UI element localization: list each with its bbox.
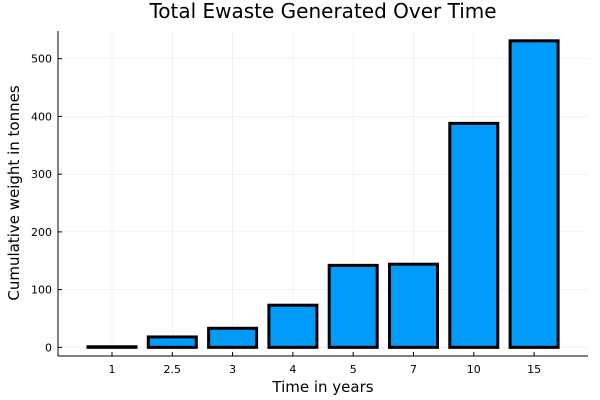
bar [327, 263, 379, 349]
x-tick-label: 1 [109, 363, 116, 376]
y-tick-label: 200 [31, 226, 52, 239]
y-tick-label: 300 [31, 168, 52, 181]
axes [57, 31, 588, 357]
y-axis-label: Cumulative weight in tonnes [5, 85, 23, 300]
x-ticks: 1 2.5 3 4 5 7 10 15 [109, 352, 541, 376]
y-ticks: 0 100 200 300 400 500 [31, 53, 62, 354]
bar [146, 335, 198, 349]
x-tick-label: 15 [527, 363, 541, 376]
y-tick-label: 100 [31, 284, 52, 297]
bar [508, 39, 560, 349]
x-tick-label: 10 [467, 363, 481, 376]
x-tick-label: 3 [229, 363, 236, 376]
bars [86, 39, 560, 349]
bar [207, 326, 259, 349]
x-tick-label: 5 [350, 363, 357, 376]
bar [448, 121, 500, 349]
bar [267, 303, 319, 349]
grid [58, 31, 588, 356]
x-tick-label: 4 [289, 363, 296, 376]
y-tick-label: 500 [31, 53, 52, 66]
x-tick-label: 2.5 [164, 363, 182, 376]
y-tick-label: 0 [45, 341, 52, 354]
x-tick-label: 7 [410, 363, 417, 376]
bar [388, 262, 439, 349]
x-axis-label: Time in years [271, 378, 373, 396]
chart-title: Total Ewaste Generated Over Time [148, 0, 496, 23]
y-tick-label: 400 [31, 110, 52, 123]
bar [86, 345, 138, 349]
